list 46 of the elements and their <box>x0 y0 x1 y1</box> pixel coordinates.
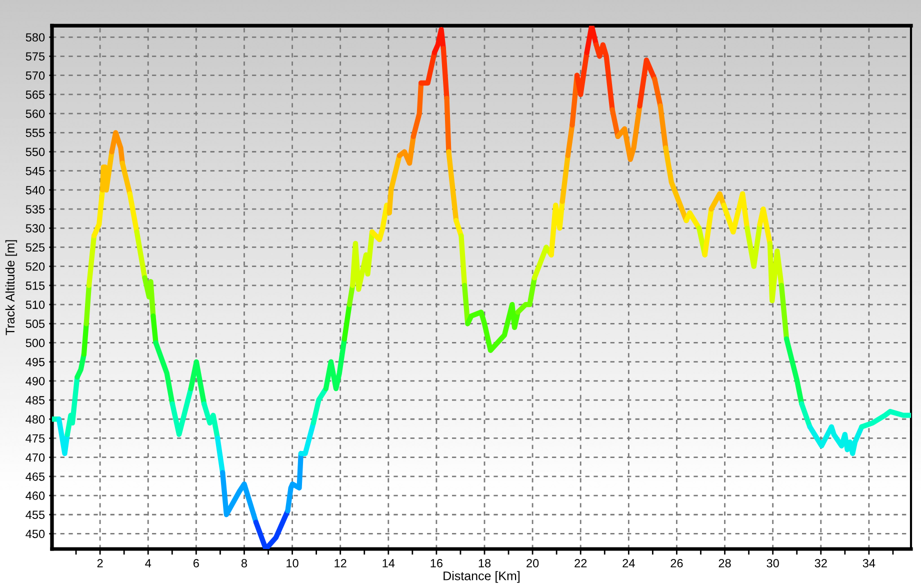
y-tick-label: 450 <box>26 530 45 538</box>
x-tick-label: 30 <box>766 559 779 568</box>
x-tick-label: 34 <box>862 559 876 568</box>
y-tick-label: 570 <box>26 71 45 80</box>
y-tick-label: 580 <box>26 33 45 42</box>
y-tick-label: 520 <box>26 262 45 271</box>
x-tick-label: 6 <box>193 559 199 568</box>
y-tick-label: 500 <box>26 338 45 348</box>
x-tick-label: 18 <box>478 559 491 568</box>
y-tick-label: 560 <box>26 110 45 118</box>
y-tick-label: 540 <box>26 186 45 194</box>
x-axis-title: Distance [Km] <box>444 571 520 583</box>
x-tick-label: 26 <box>670 559 683 568</box>
x-tick-label: 14 <box>382 559 395 568</box>
x-tick-label: 2 <box>97 559 103 568</box>
y-tick-label: 485 <box>26 396 45 404</box>
y-tick-label: 515 <box>26 282 45 290</box>
y-tick-label: 475 <box>26 434 45 443</box>
x-tick-label: 16 <box>430 559 442 568</box>
x-tick-label: 28 <box>718 559 731 568</box>
y-tick-label: 455 <box>26 510 45 520</box>
x-tick-label: 4 <box>145 559 152 568</box>
y-axis-title: Track Altitude [m] <box>5 240 18 336</box>
x-tick-label: 8 <box>241 559 247 568</box>
x-tick-label: 20 <box>526 559 539 568</box>
y-tick-label: 470 <box>26 453 45 462</box>
x-tick-label: 12 <box>334 559 346 568</box>
y-tick-label: 550 <box>26 148 45 156</box>
x-tick-label: 24 <box>622 559 635 568</box>
y-tick-label: 495 <box>26 358 45 366</box>
x-tick-label: 22 <box>574 559 587 568</box>
x-tick-label: 10 <box>286 559 298 568</box>
y-tick-label: 480 <box>26 415 45 424</box>
y-tick-label: 465 <box>26 472 45 481</box>
y-tick-label: 565 <box>26 90 45 99</box>
y-tick-label: 490 <box>26 376 45 386</box>
y-tick-label: 460 <box>26 492 45 500</box>
y-tick-label: 510 <box>26 300 45 309</box>
x-tick-label: 32 <box>814 559 827 568</box>
y-tick-label: 505 <box>26 320 45 328</box>
y-tick-label: 555 <box>26 128 45 138</box>
y-tick-label: 535 <box>26 205 45 214</box>
y-tick-label: 575 <box>26 52 45 61</box>
y-tick-label: 545 <box>26 167 45 176</box>
y-tick-label: 525 <box>26 243 45 252</box>
y-tick-label: 530 <box>26 224 45 233</box>
